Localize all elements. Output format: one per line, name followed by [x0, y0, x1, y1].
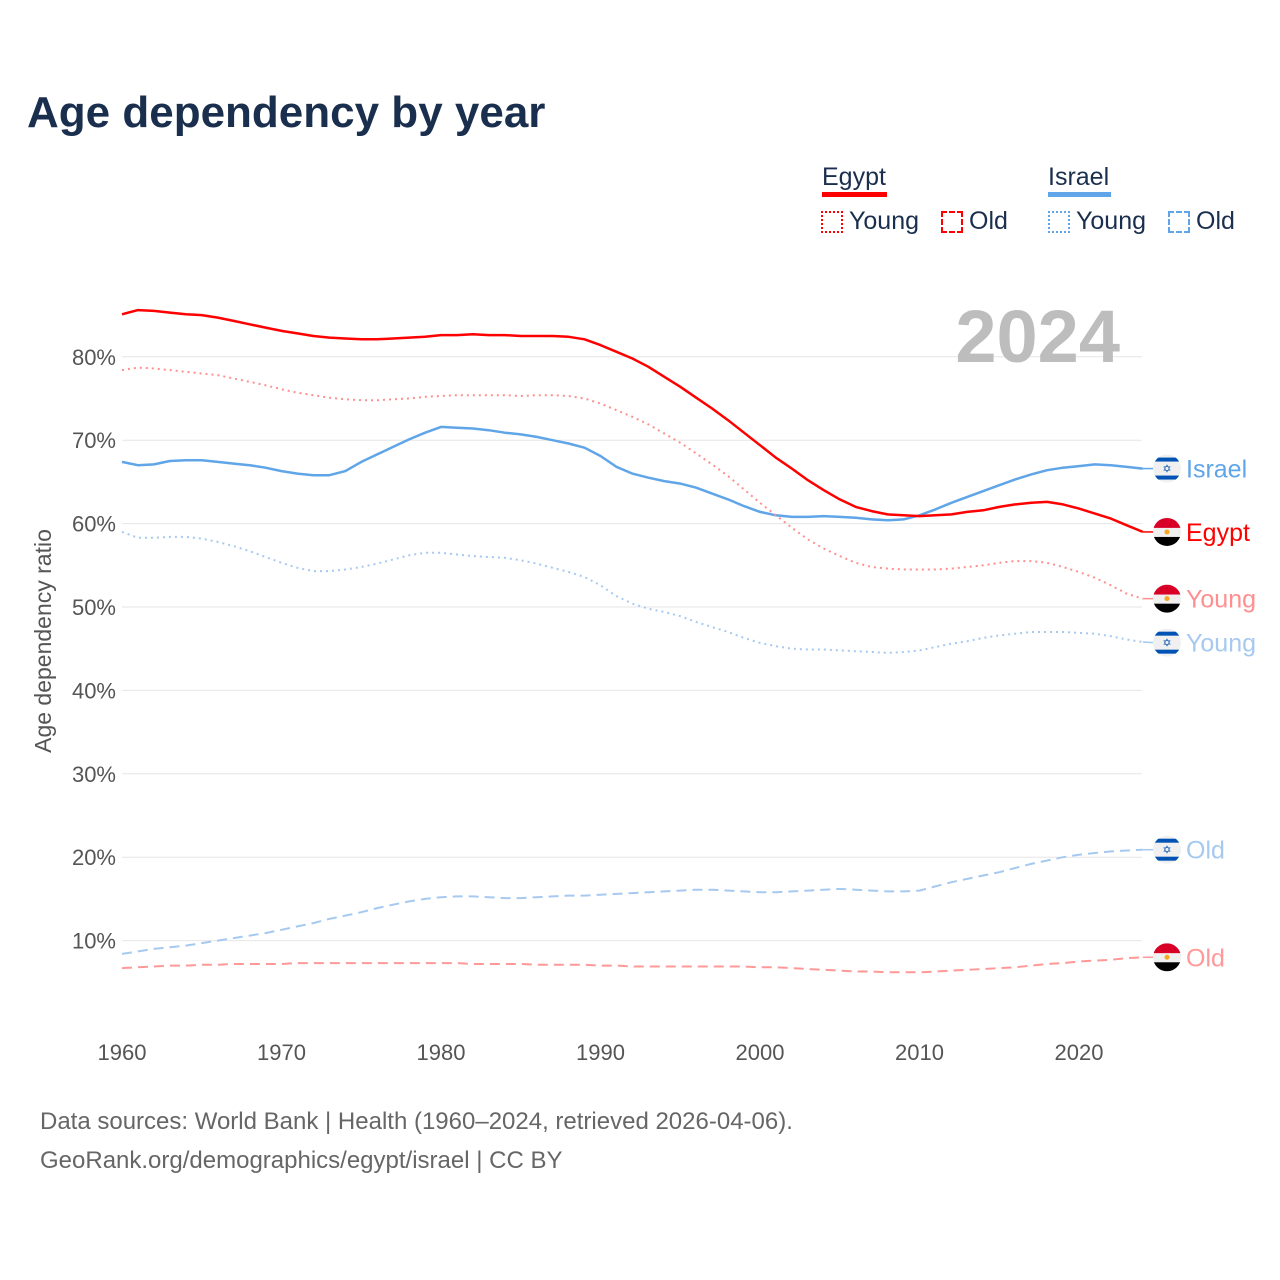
legend-israel[interactable]: Israel [1048, 163, 1110, 191]
series-line-israel-old [121, 848, 1143, 955]
end-label: Old [1186, 944, 1225, 972]
series-line-israel-young [121, 530, 1143, 654]
israel-flag-icon: ✡ [1153, 454, 1181, 483]
legend-label: Young [1076, 207, 1146, 235]
series-line-israel [121, 425, 1143, 522]
y-tick-label: 50% [72, 595, 116, 620]
end-label: Old [1186, 837, 1225, 865]
footer-link[interactable]: GeoRank.org/demographics/egypt/israel | … [40, 1147, 563, 1174]
x-tick-label: 1960 [98, 1040, 147, 1065]
y-tick-label: 70% [72, 428, 116, 453]
x-tick-label: 1980 [417, 1040, 466, 1065]
egypt-flag-icon [1153, 517, 1181, 546]
israel-flag-icon: ✡ [1153, 628, 1181, 657]
series-line-egypt [121, 308, 1144, 534]
israel-flag-icon: ✡ [1153, 835, 1181, 864]
series-line-egypt-old [121, 956, 1143, 974]
x-tick-label: 1970 [257, 1040, 306, 1065]
x-tick-label: 2000 [736, 1040, 785, 1065]
end-label: Egypt [1186, 519, 1250, 547]
series-line-egypt-young [121, 366, 1144, 600]
legend-egypt-young[interactable]: Young [821, 207, 919, 236]
x-tick-label: 2010 [895, 1040, 944, 1065]
x-tick-label: 1990 [576, 1040, 625, 1065]
legend-egypt-old[interactable]: Old [941, 207, 1008, 236]
end-label: Young [1186, 586, 1256, 614]
x-tick-label: 2020 [1055, 1040, 1104, 1065]
svg-text:✡: ✡ [1162, 638, 1171, 650]
dashed-swatch-icon [941, 210, 963, 233]
legend-label: Young [849, 207, 919, 235]
end-connector [1142, 641, 1154, 644]
year-display: 2024 [955, 295, 1120, 378]
y-tick-label: 80% [72, 345, 116, 370]
egypt-flag-icon [1153, 584, 1181, 613]
chart-title: Age dependency by year [27, 88, 546, 137]
legend-egypt-swatch [822, 192, 887, 197]
svg-text:✡: ✡ [1162, 845, 1171, 857]
end-label: Young [1186, 630, 1256, 658]
end-label: Israel [1186, 456, 1247, 484]
legend-israel-swatch [1048, 192, 1111, 197]
y-tick-label: 40% [72, 678, 116, 703]
y-tick-label: 20% [72, 845, 116, 870]
footer-sources: Data sources: World Bank | Health (1960–… [40, 1108, 793, 1135]
y-tick-label: 60% [72, 512, 116, 537]
y-axis-label: Age dependency ratio [30, 529, 56, 753]
dotted-swatch-icon [1048, 210, 1070, 233]
legend-israel-old[interactable]: Old [1168, 207, 1235, 236]
egypt-flag-icon [1153, 943, 1181, 972]
y-tick-label: 10% [72, 929, 116, 954]
dotted-swatch-icon [821, 210, 843, 233]
legend-label: Old [1196, 207, 1235, 235]
y-tick-label: 30% [72, 762, 116, 787]
legend-israel-young[interactable]: Young [1048, 207, 1146, 236]
legend-egypt[interactable]: Egypt [822, 163, 886, 191]
dashed-swatch-icon [1168, 210, 1190, 233]
legend-label: Old [969, 207, 1008, 235]
svg-text:✡: ✡ [1162, 464, 1171, 476]
